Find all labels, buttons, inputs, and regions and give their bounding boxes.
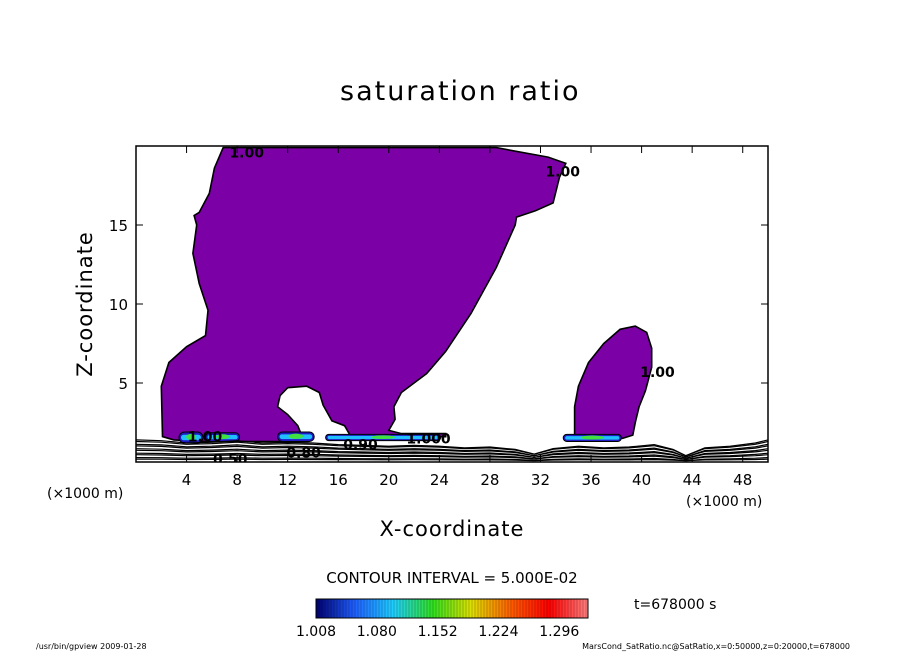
y-tick-label: 10 [109,296,128,314]
cloud-core-peak [371,435,396,439]
contour-label: 0.90 [343,438,378,454]
y-axis-label: Z-coordinate [73,231,97,377]
y-unit-label: (×1000 m) [47,486,123,502]
contour-label: 0.80 [286,446,321,462]
x-tick-label: 28 [480,471,499,489]
x-tick-label: 48 [733,471,752,489]
x-tick-label: 16 [329,471,348,489]
terrain-contour [136,458,768,462]
cloud-core-peak [580,435,604,440]
cloud-core-peak [186,433,196,441]
terrain-contour [136,445,768,458]
contour-label: 1.000 [406,431,451,447]
colorbar-tick-label: 1.224 [478,624,518,640]
y-tick-label: 5 [118,375,128,393]
cloud-core-peak [215,434,230,440]
terrain-contour [136,449,768,459]
x-tick-label: 8 [232,471,242,489]
x-axis-label: X-coordinate [380,517,525,541]
contour-label: 0.50 [213,452,248,468]
chart-title: saturation ratio [340,76,581,107]
x-tick-label: 40 [632,471,651,489]
terrain-contour [136,440,768,457]
x-tick-label: 24 [430,471,449,489]
x-tick-label: 32 [531,471,550,489]
contour-label: 1.00 [229,145,264,161]
contour-interval-label: CONTOUR INTERVAL = 5.000E-02 [326,569,577,587]
contour-label: 1.00 [188,430,223,446]
region-right-cell [573,325,653,440]
footer-source-label: MarsCond_SatRatio.nc@SatRatio,x=0:50000,… [582,642,850,651]
colorbar-tick-label: 1.152 [418,624,458,640]
footer-command-label: /usr/bin/gpview 2009-01-28 [36,642,147,651]
x-tick-label: 44 [683,471,702,489]
colorbar-tick-label: 1.008 [296,624,336,640]
time-label: t=678000 s [634,597,716,613]
colorbar-tick-label: 1.296 [539,624,579,640]
terrain-contour [136,454,768,461]
x-tick-label: 20 [379,471,398,489]
region-main-plume [160,146,567,443]
contour-label: 1.00 [545,164,580,180]
x-unit-label: (×1000 m) [686,494,762,510]
x-tick-label: 12 [278,471,297,489]
x-tick-label: 36 [581,471,600,489]
contour-label: 1.00 [640,365,675,381]
x-tick-label: 4 [182,471,192,489]
cloud-core-peak [288,433,304,439]
colorbar-tick-label: 1.080 [357,624,397,640]
y-tick-label: 15 [109,217,128,235]
